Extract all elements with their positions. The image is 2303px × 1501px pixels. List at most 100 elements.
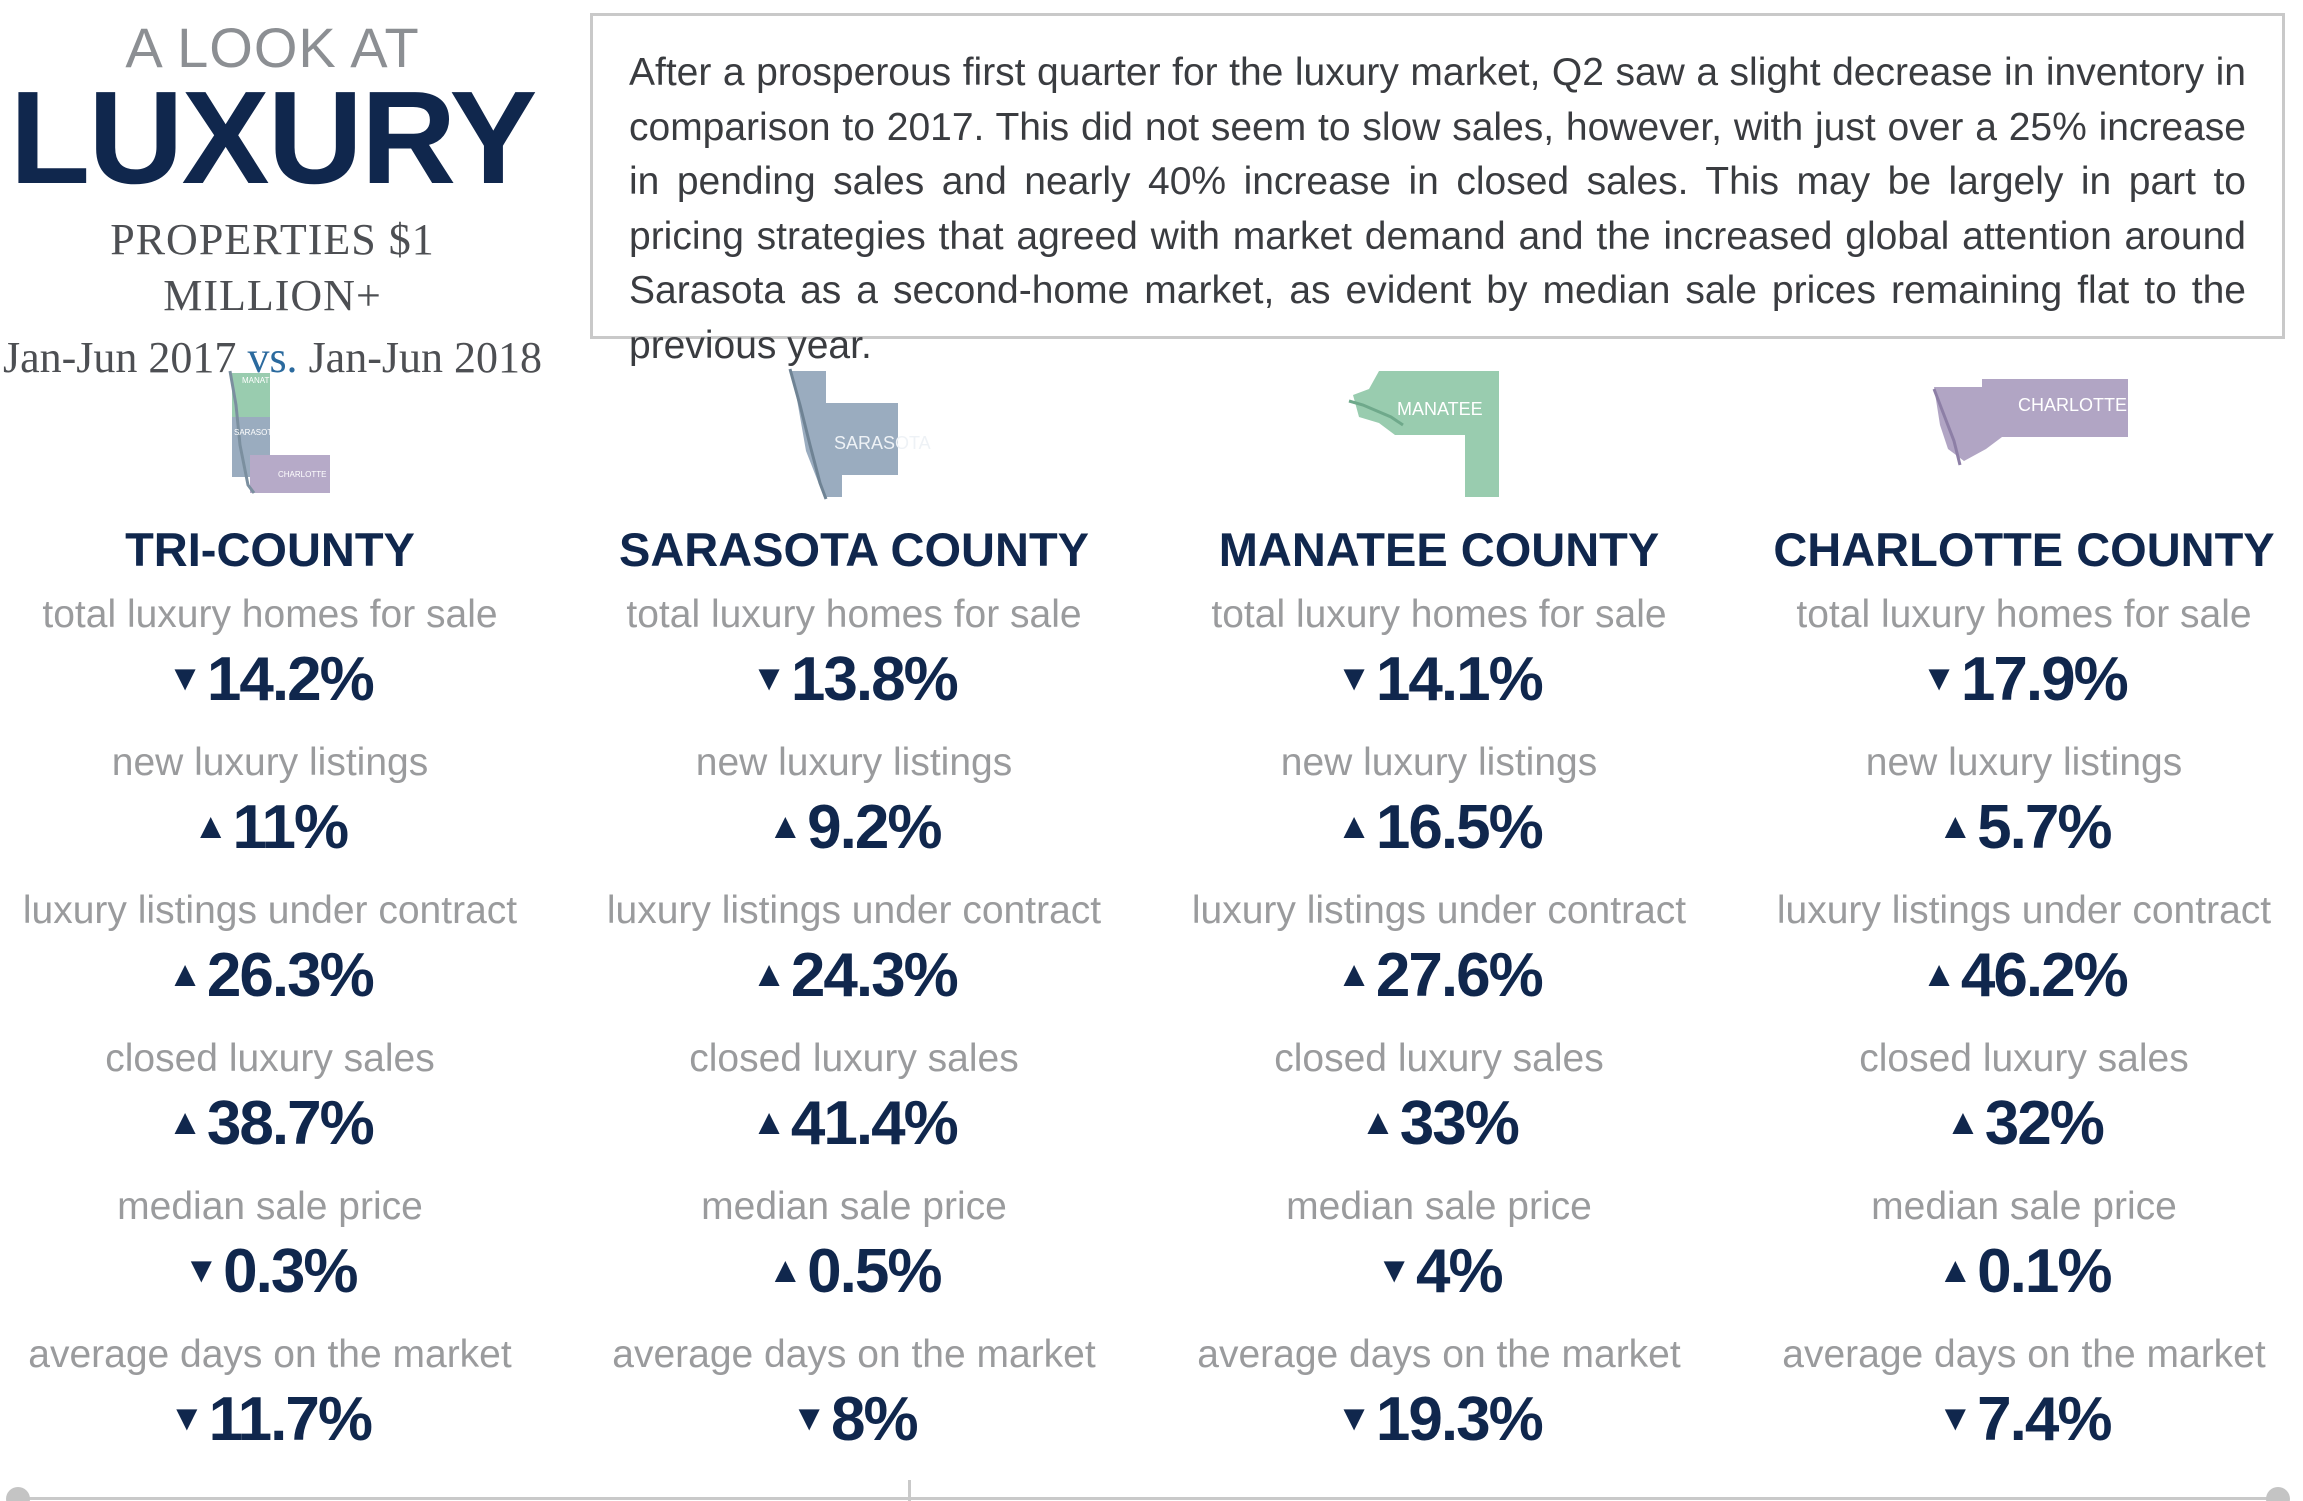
metric-change-value: 32%: [1984, 1089, 2105, 1158]
divider-dot-right: [2266, 1487, 2290, 1501]
metric-change-value: 11.7%: [208, 1385, 373, 1454]
charlotte-map: CHARLOTTE: [1744, 365, 2303, 510]
metric-value: ▲26.3%: [0, 936, 550, 1014]
metric-label: median sale price: [117, 1185, 423, 1228]
metric-value: ▼11.7%: [0, 1380, 550, 1458]
metric-block: luxury listings under contract ▲46.2%: [1744, 886, 2303, 1034]
metric-value: ▼7.4%: [1744, 1380, 2303, 1458]
metric-change-value: 0.5%: [807, 1237, 942, 1306]
metric-block: closed luxury sales ▲33%: [1159, 1034, 1719, 1182]
metric-value: ▲9.2%: [574, 788, 1134, 866]
metric-label: closed luxury sales: [1274, 1037, 1604, 1080]
county-title: SARASOTA COUNTY: [619, 523, 1089, 576]
metric-value: ▼8%: [574, 1380, 1134, 1458]
metric-label: total luxury homes for sale: [1211, 593, 1667, 636]
down-triangle-icon: ▼: [1336, 1397, 1372, 1438]
metric-block: total luxury homes for sale ▼13.8%: [574, 590, 1134, 738]
manatee-map: MANATEE: [1159, 365, 1719, 510]
title-block: A LOOK AT LUXURY PROPERTIES $1 MILLION+ …: [0, 18, 545, 386]
up-triangle-icon: ▲: [1945, 1101, 1981, 1142]
metric-value: ▲33%: [1159, 1084, 1719, 1162]
metric-change-value: 0.3%: [223, 1237, 358, 1306]
title-subtitle: PROPERTIES $1 MILLION+: [110, 215, 435, 320]
metric-value: ▼14.1%: [1159, 640, 1719, 718]
metric-change-value: 14.2%: [206, 645, 375, 714]
metric-label: luxury listings under contract: [1776, 889, 2272, 932]
sarasota-map-icon: SARASOTA: [788, 368, 931, 500]
up-triangle-icon: ▲: [1937, 805, 1974, 846]
metric-label: closed luxury sales: [689, 1037, 1019, 1080]
down-triangle-icon: ▼: [1921, 657, 1957, 698]
metric-change-value: 41.4%: [790, 1089, 959, 1158]
county-title: CHARLOTTE COUNTY: [1773, 523, 2275, 576]
sarasota-map-label: SARASOTA: [834, 433, 931, 453]
metric-change-value: 27.6%: [1375, 941, 1544, 1010]
tri-map-label-charlotte: CHARLOTTE: [278, 470, 326, 479]
metric-block: median sale price ▲0.5%: [574, 1182, 1134, 1330]
metric-change-value: 14.1%: [1375, 645, 1544, 714]
metric-block: total luxury homes for sale ▼14.2%: [0, 590, 550, 738]
up-triangle-icon: ▲: [751, 1101, 787, 1142]
divider-tick: [908, 1480, 911, 1501]
metric-label: median sale price: [1286, 1185, 1592, 1228]
metric-value: ▲27.6%: [1159, 936, 1719, 1014]
metric-value: ▼13.8%: [574, 640, 1134, 718]
up-triangle-icon: ▲: [167, 953, 203, 994]
metric-change-value: 8%: [831, 1385, 919, 1454]
metric-label: total luxury homes for sale: [1796, 593, 2252, 636]
metric-label: total luxury homes for sale: [626, 593, 1082, 636]
up-triangle-icon: ▲: [192, 805, 229, 846]
metric-label: average days on the market: [612, 1333, 1096, 1376]
up-triangle-icon: ▲: [767, 805, 804, 846]
metric-label: median sale price: [1871, 1185, 2177, 1228]
title-dates: Jan-Jun 2017 vs. Jan-Jun 2018: [0, 330, 545, 386]
metric-block: total luxury homes for sale ▼14.1%: [1159, 590, 1719, 738]
metric-change-value: 38.7%: [206, 1089, 375, 1158]
metric-value: ▼4%: [1159, 1232, 1719, 1310]
up-triangle-icon: ▲: [1336, 953, 1372, 994]
metric-block: closed luxury sales ▲38.7%: [0, 1034, 550, 1182]
metric-label: median sale price: [701, 1185, 1007, 1228]
metric-block: median sale price ▼4%: [1159, 1182, 1719, 1330]
metric-value: ▼19.3%: [1159, 1380, 1719, 1458]
metric-label: total luxury homes for sale: [42, 593, 498, 636]
metric-label: closed luxury sales: [105, 1037, 435, 1080]
metric-value: ▲41.4%: [574, 1084, 1134, 1162]
metrics-list: total luxury homes for sale ▼17.9% new lux…: [1744, 590, 2303, 1478]
metric-block: average days on the market ▼8%: [574, 1330, 1134, 1478]
metric-label: average days on the market: [1197, 1333, 1681, 1376]
sarasota-map: SARASOTA: [574, 365, 1134, 510]
period-b: Jan-Jun 2018: [308, 333, 542, 382]
metric-block: closed luxury sales ▲41.4%: [574, 1034, 1134, 1182]
metric-change-value: 19.3%: [1375, 1385, 1544, 1454]
metrics-list: total luxury homes for sale ▼13.8% new lux…: [574, 590, 1134, 1478]
metric-value: ▲0.5%: [574, 1232, 1134, 1310]
metric-block: median sale price ▼0.3%: [0, 1182, 550, 1330]
metric-change-value: 46.2%: [1960, 941, 2129, 1010]
tri-map-label-sarasota: SARASOTA: [234, 428, 278, 437]
tri-county-map: MANATEE SARASOTA CHARLOTTE: [0, 365, 550, 510]
up-triangle-icon: ▲: [751, 953, 787, 994]
metric-block: new luxury listings ▲16.5%: [1159, 738, 1719, 886]
metric-change-value: 17.9%: [1960, 645, 2129, 714]
county-title: MANATEE COUNTY: [1218, 523, 1660, 576]
metric-value: ▲0.1%: [1744, 1232, 2303, 1310]
manatee-map-icon: MANATEE: [1348, 371, 1499, 497]
metric-label: new luxury listings: [1865, 741, 2183, 784]
down-triangle-icon: ▼: [1937, 1397, 1974, 1438]
charlotte-map-label: CHARLOTTE: [2018, 395, 2127, 415]
summary-box: After a prosperous first quarter for the…: [590, 13, 2285, 367]
county-column-tri-county: MANATEE SARASOTA CHARLOTTE TRI-COUNTY to…: [0, 365, 550, 1478]
metric-block: average days on the market ▼7.4%: [1744, 1330, 2303, 1478]
metric-block: average days on the market ▼11.7%: [0, 1330, 550, 1478]
tri-map-label-manatee: MANATEE: [242, 376, 280, 385]
metric-block: average days on the market ▼19.3%: [1159, 1330, 1719, 1478]
metrics-list: total luxury homes for sale ▼14.2% new lux…: [0, 590, 550, 1478]
metric-block: luxury listings under contract ▲24.3%: [574, 886, 1134, 1034]
metric-block: total luxury homes for sale ▼17.9%: [1744, 590, 2303, 738]
metric-value: ▲46.2%: [1744, 936, 2303, 1014]
down-triangle-icon: ▼: [1376, 1249, 1413, 1290]
metric-label: luxury listings under contract: [606, 889, 1102, 932]
county-column-manatee: MANATEE MANATEE COUNTY total luxury home…: [1159, 365, 1719, 1478]
metric-block: median sale price ▲0.1%: [1744, 1182, 2303, 1330]
